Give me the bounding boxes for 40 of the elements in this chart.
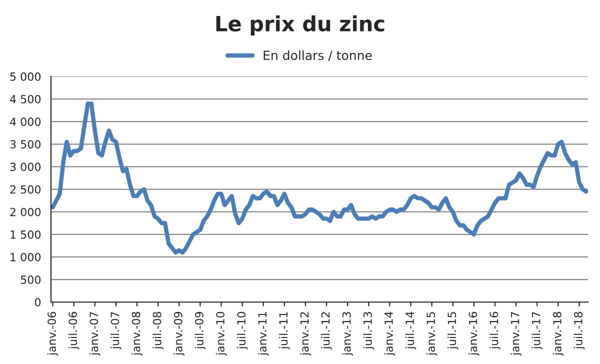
x-tick-label: janv.-14: [384, 312, 396, 356]
x-tick-label: janv.-07: [89, 312, 100, 356]
x-tick-label: juil.-16: [490, 312, 500, 350]
x-tick-label: janv.-18: [552, 312, 564, 356]
y-tick-label: 3 500: [10, 140, 41, 149]
y-tick-label: 3 000: [10, 162, 41, 172]
x-tick-label: janv.-13: [342, 312, 353, 356]
y-tick-label: 2 500: [10, 185, 41, 194]
x-tick-label: juil.-07: [110, 312, 122, 350]
y-tick-label: 4 000: [10, 118, 41, 126]
y-tick-label: 2 000: [10, 208, 41, 216]
x-tick-label: janv.-09: [174, 312, 184, 356]
x-tick-label: janv.-15: [426, 312, 438, 356]
x-tick-label: janv.-06: [47, 312, 58, 356]
x-tick-label: juil.-13: [363, 312, 374, 350]
x-tick-label: janv.-11: [258, 312, 269, 356]
chart-title: Le prix du zinc: [216, 15, 384, 36]
y-tick-label: 5 000: [10, 72, 41, 81]
legend-label: En dollars / tonne: [264, 50, 372, 62]
y-tick-label: 500: [20, 276, 41, 284]
line-series: [51, 101, 588, 255]
x-tick-label: janv.-10: [216, 312, 227, 356]
x-tick-label: janv.-17: [510, 312, 522, 356]
x-tick-label: juil.-14: [405, 312, 416, 350]
y-tick-label: 1 500: [10, 230, 41, 239]
x-tick-label: janv.-12: [300, 312, 311, 356]
x-tick-label: juil.-09: [194, 312, 206, 350]
y-tick-label: 0: [34, 298, 41, 306]
x-tick-label: juil.-12: [321, 312, 332, 350]
y-tick-label: 1 000: [10, 252, 41, 262]
x-tick-label: janv.-16: [468, 312, 480, 356]
x-tick-label: juil.-06: [68, 312, 80, 350]
x-tick-label: juil.-18: [574, 312, 585, 350]
x-tick-label: juil.-11: [279, 312, 290, 350]
x-tick-label: juil.-17: [532, 312, 542, 350]
x-tick-label: juil.-15: [447, 312, 458, 350]
x-tick-label: juil.-10: [236, 312, 248, 350]
y-tick-label: 4 500: [10, 94, 41, 104]
x-tick-label: juil.-08: [152, 312, 164, 350]
x-tick-label: janv.-08: [132, 312, 142, 356]
